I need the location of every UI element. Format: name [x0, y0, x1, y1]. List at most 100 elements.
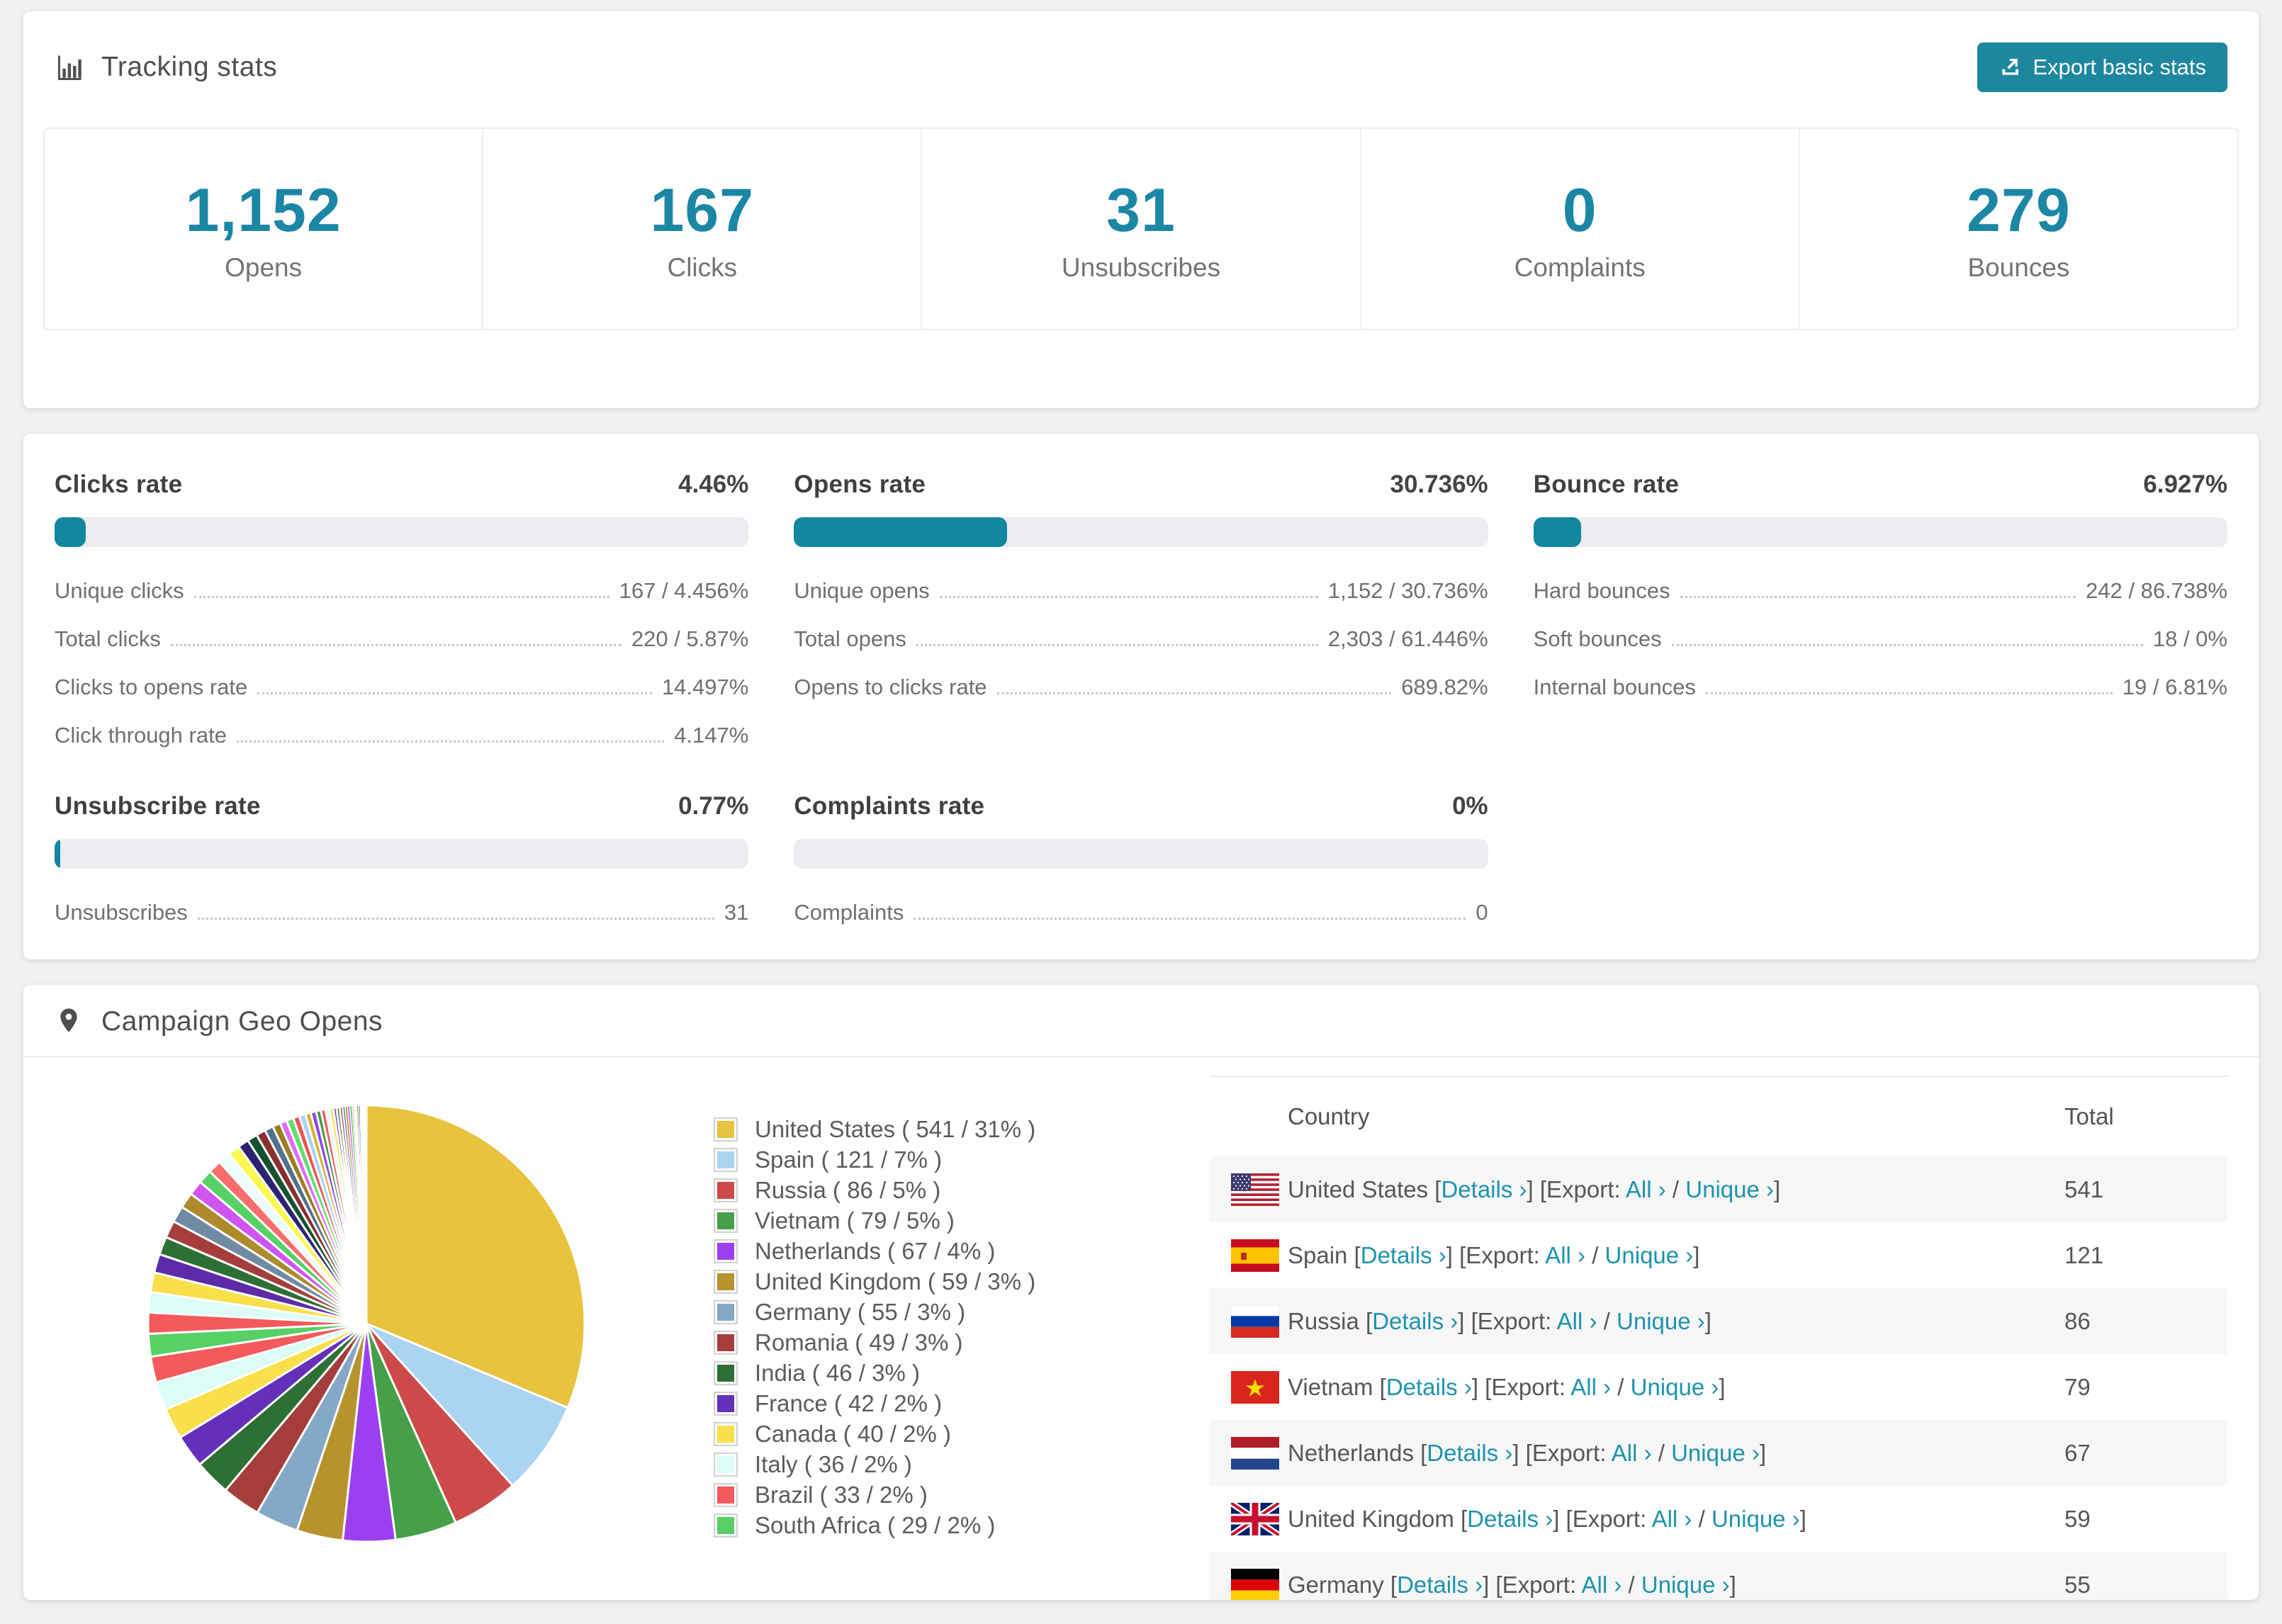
- rate-detail-label: Hard bounces: [1533, 578, 1670, 603]
- export-unique-link[interactable]: Unique ›: [1617, 1307, 1705, 1334]
- progress-bar: [794, 517, 1488, 547]
- export-unique-link[interactable]: Unique ›: [1671, 1439, 1760, 1466]
- rate-detail-row: Unique opens 1,152 / 30.736%: [794, 578, 1488, 604]
- export-icon: [2002, 59, 2019, 75]
- export-all-link[interactable]: All ›: [1545, 1241, 1586, 1268]
- rate-detail-label: Unique clicks: [55, 578, 184, 603]
- rate-detail-value: 1,152 / 30.736%: [1327, 578, 1488, 603]
- legend-swatch: [714, 1239, 738, 1263]
- geo-table-row: Russia [Details ›] [Export: All › / Uniq…: [1210, 1288, 2227, 1354]
- legend-label: Netherlands ( 67 / 4% ): [755, 1237, 996, 1264]
- legend-swatch: [714, 1513, 738, 1538]
- legend-item: India ( 46 / 3% ): [714, 1358, 1210, 1388]
- progress-bar-fill: [794, 517, 1008, 547]
- export-unique-link[interactable]: Unique ›: [1604, 1241, 1694, 1268]
- dotted-leader: [193, 596, 609, 598]
- export-all-link[interactable]: All ›: [1570, 1373, 1612, 1400]
- legend-label: India ( 46 / 3% ): [755, 1359, 920, 1386]
- geo-table-row: United Kingdom [Details ›] [Export: All …: [1210, 1486, 2227, 1552]
- geo-table-row: Vietnam [Details ›] [Export: All › / Uni…: [1210, 1354, 2227, 1420]
- dotted-leader: [170, 644, 622, 646]
- dotted-leader: [1671, 644, 2143, 646]
- legend-item: Spain ( 121 / 7% ): [714, 1144, 1210, 1175]
- dotted-leader: [1680, 596, 2076, 598]
- details-link[interactable]: Details ›: [1360, 1241, 1446, 1268]
- details-link[interactable]: Details ›: [1397, 1571, 1483, 1598]
- legend-swatch: [714, 1178, 738, 1202]
- legend-swatch: [714, 1391, 738, 1416]
- legend-swatch: [714, 1452, 738, 1477]
- country-flag-icon: [1231, 1173, 1279, 1206]
- rate-detail-row: Complaints 0: [794, 900, 1488, 925]
- export-all-link[interactable]: All ›: [1651, 1505, 1692, 1532]
- progress-bar: [794, 839, 1488, 869]
- country-flag-icon: [1231, 1239, 1279, 1272]
- rate-detail-value: 0: [1476, 900, 1488, 925]
- country-name: Germany: [1288, 1571, 1384, 1598]
- rate-detail-row: Unique clicks 167 / 4.456%: [55, 578, 748, 604]
- rate-detail-value: 242 / 86.738%: [2086, 578, 2227, 603]
- rate-detail-value: 4.147%: [674, 723, 749, 748]
- stat-label: Clicks: [667, 252, 738, 282]
- rate-title: Unsubscribe rate: [55, 792, 261, 820]
- stat-cell: 0 Complaints: [1359, 129, 1799, 329]
- geo-table-row: Spain [Details ›] [Export: All › / Uniqu…: [1210, 1222, 2227, 1288]
- rate-detail-row: Total clicks 220 / 5.87%: [55, 626, 748, 652]
- rate-detail-row: Hard bounces 242 / 86.738%: [1534, 578, 2227, 604]
- stat-value: 167: [650, 176, 755, 244]
- rate-detail-row: Total opens 2,303 / 61.446%: [794, 626, 1488, 652]
- pie-slice: [365, 1104, 586, 1409]
- country-name: Vietnam: [1288, 1373, 1373, 1400]
- rate-value: 6.927%: [2143, 470, 2227, 498]
- rate-detail-label: Complaints: [794, 900, 904, 925]
- dotted-leader: [257, 692, 652, 694]
- rate-detail-row: Unsubscribes 31: [55, 900, 748, 925]
- rate-block: Bounce rate 6.927% Hard bounces 242 / 86…: [1533, 470, 2227, 748]
- stat-label: Complaints: [1514, 252, 1646, 282]
- details-link[interactable]: Details ›: [1441, 1175, 1527, 1202]
- details-link[interactable]: Details ›: [1372, 1307, 1458, 1334]
- divider: [23, 1056, 2259, 1057]
- export-unique-link[interactable]: Unique ›: [1641, 1571, 1730, 1598]
- legend-swatch: [714, 1482, 738, 1507]
- country-flag-icon: [1231, 1436, 1279, 1470]
- rate-title: Bounce rate: [1533, 470, 1680, 498]
- export-basic-stats-button[interactable]: Export basic stats: [1977, 43, 2227, 92]
- legend-label: Romania ( 49 / 3% ): [755, 1329, 963, 1355]
- legend-item: Netherlands ( 67 / 4% ): [714, 1236, 1210, 1266]
- export-all-link[interactable]: All ›: [1611, 1439, 1652, 1466]
- details-link[interactable]: Details ›: [1386, 1373, 1472, 1400]
- export-unique-link[interactable]: Unique ›: [1711, 1505, 1800, 1532]
- dotted-leader: [914, 918, 1466, 920]
- country-flag-icon: [1231, 1502, 1279, 1535]
- export-all-link[interactable]: All ›: [1625, 1175, 1666, 1202]
- country-total: 55: [2064, 1571, 2091, 1598]
- details-link[interactable]: Details ›: [1467, 1505, 1553, 1532]
- geo-table-row: Netherlands [Details ›] [Export: All › /…: [1210, 1420, 2227, 1486]
- geo-table: Country Total United States [Details ›] …: [1210, 1076, 2227, 1600]
- rate-detail-label: Unsubscribes: [55, 900, 188, 925]
- stat-label: Opens: [225, 252, 303, 282]
- rate-block: Clicks rate 4.46% Unique clicks 167 / 4.…: [55, 470, 749, 748]
- dotted-leader: [1705, 692, 2113, 694]
- legend-swatch: [714, 1360, 738, 1385]
- geo-table-row: United States [Details ›] [Export: All ›…: [1210, 1156, 2227, 1222]
- export-all-link[interactable]: All ›: [1556, 1307, 1597, 1334]
- rate-title: Complaints rate: [794, 792, 985, 820]
- legend-swatch: [714, 1299, 738, 1324]
- details-link[interactable]: Details ›: [1427, 1439, 1513, 1466]
- rates-card: Clicks rate 4.46% Unique clicks 167 / 4.…: [23, 434, 2259, 959]
- export-all-link[interactable]: All ›: [1581, 1571, 1622, 1598]
- legend-item: United Kingdom ( 59 / 3% ): [714, 1266, 1210, 1297]
- legend-item: Romania ( 49 / 3% ): [714, 1327, 1210, 1358]
- rate-detail-row: Click through rate 4.147%: [55, 723, 748, 748]
- stat-value: 279: [1967, 176, 2071, 244]
- geo-table-row: Germany [Details ›] [Export: All › / Uni…: [1210, 1552, 2227, 1600]
- legend-item: Germany ( 55 / 3% ): [714, 1297, 1210, 1327]
- stat-cell: 31 Unsubscribes: [921, 129, 1359, 329]
- legend-swatch: [714, 1208, 738, 1233]
- export-unique-link[interactable]: Unique ›: [1685, 1175, 1774, 1202]
- export-unique-link[interactable]: Unique ›: [1630, 1373, 1719, 1400]
- rate-detail-row: Clicks to opens rate 14.497%: [55, 675, 748, 700]
- stat-label: Bounces: [1967, 252, 2070, 282]
